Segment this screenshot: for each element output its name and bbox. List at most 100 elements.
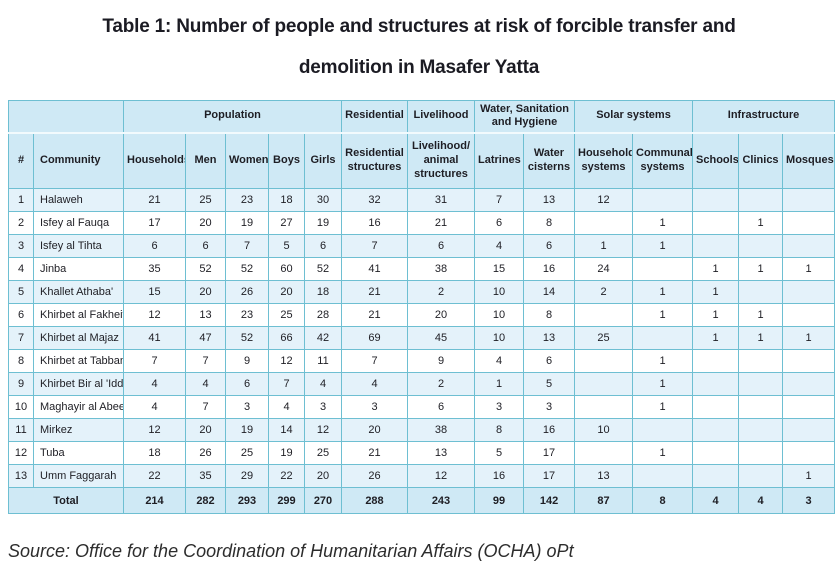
row-number-cell: 6 — [8, 303, 34, 327]
residential-structures-value-cell: 21 — [341, 303, 408, 327]
men-value-cell: 52 — [185, 257, 226, 281]
row-number-cell: 9 — [8, 372, 34, 396]
group-header-blank — [8, 100, 124, 134]
girls-value-cell: 25 — [304, 441, 342, 465]
communal-systems-value-cell — [632, 326, 694, 350]
schools-value-cell — [692, 395, 740, 419]
men-value-cell: 20 — [185, 280, 226, 304]
residential-structures-value-cell: 41 — [341, 257, 408, 281]
household-systems-value-cell: 1 — [574, 234, 634, 258]
clinics-value-cell — [738, 441, 784, 465]
women-value-cell: 9 — [225, 349, 269, 373]
community-name-cell: Isfey al Fauqa — [33, 211, 124, 235]
households-value-cell: 12 — [123, 418, 186, 442]
communal-systems-value-cell — [632, 257, 694, 281]
men-value-cell: 4 — [185, 372, 226, 396]
latrines-value-cell: 15 — [474, 257, 524, 281]
total-households-cell: 214 — [123, 487, 186, 514]
schools-value-cell — [692, 234, 740, 258]
household-systems-value-cell: 24 — [574, 257, 634, 281]
table-title: Table 1: Number of people and structures… — [0, 0, 838, 88]
community-name-cell: Khirbet al Majaz — [33, 326, 124, 350]
households-value-cell: 4 — [123, 372, 186, 396]
clinics-value-cell — [738, 464, 784, 488]
men-value-cell: 47 — [185, 326, 226, 350]
women-value-cell: 19 — [225, 211, 269, 235]
household-systems-value-cell: 12 — [574, 188, 634, 212]
column-header-blank: # — [8, 132, 34, 189]
boys-value-cell: 14 — [268, 418, 305, 442]
schools-value-cell: 1 — [692, 326, 740, 350]
schools-value-cell: 1 — [692, 303, 740, 327]
column-header-row: # Community Households Men Women Boys Girls Res… — [8, 132, 836, 189]
total-communal-systems-cell: 8 — [632, 487, 694, 514]
livelihood-animal-structures-value-cell: 31 — [407, 188, 475, 212]
table-row-jinba: 4 Jinba 35 52 52 60 52 41 38 15 16 24 1 1 1 — [8, 257, 836, 281]
community-name-cell: Khirbet Bir al 'Idd — [33, 372, 124, 396]
men-value-cell: 13 — [185, 303, 226, 327]
men-value-cell: 20 — [185, 418, 226, 442]
table-row-khallet-athaba: 5 Khallet Athaba' 15 20 26 20 18 21 2 10 14 2 1 1 — [8, 280, 836, 304]
residential-structures-value-cell: 4 — [341, 372, 408, 396]
communal-systems-value-cell: 1 — [632, 211, 694, 235]
girls-value-cell: 4 — [304, 372, 342, 396]
men-value-cell: 6 — [185, 234, 226, 258]
total-clinics-cell: 4 — [738, 487, 784, 514]
households-value-cell: 22 — [123, 464, 186, 488]
column-header-schools: Schools — [692, 132, 740, 189]
total-household-systems-cell: 87 — [574, 487, 634, 514]
community-name-cell: Isfey al Tihta — [33, 234, 124, 258]
total-men-cell: 282 — [185, 487, 226, 514]
household-systems-value-cell — [574, 211, 634, 235]
table-footer: Total 214 282 293 299 270 288 243 99 142 87 8 4 4 3 — [8, 487, 836, 514]
men-value-cell: 20 — [185, 211, 226, 235]
column-header-women: Women — [225, 132, 269, 189]
clinics-value-cell: 1 — [738, 303, 784, 327]
column-header-clinics: Clinics — [738, 132, 784, 189]
women-value-cell: 6 — [225, 372, 269, 396]
table-body: 1 Halaweh 21 25 23 18 30 32 31 7 13 12 2 Isfey al Fau… — [8, 188, 836, 488]
men-value-cell: 7 — [185, 349, 226, 373]
water-cisterns-value-cell: 13 — [522, 188, 576, 212]
boys-value-cell: 27 — [268, 211, 305, 235]
latrines-value-cell: 10 — [474, 280, 524, 304]
community-name-cell: Maghayir al Abeed — [33, 395, 124, 419]
women-value-cell: 29 — [225, 464, 269, 488]
group-header-water-sanitation-and-hygiene: Water, Sanitation and Hygiene — [473, 100, 576, 134]
boys-value-cell: 7 — [268, 372, 305, 396]
masafer-yatta-risk-table: Population Residential Livelihood Water, Sa… — [8, 100, 836, 514]
table-row-khirbet-al-majaz: 7 Khirbet al Majaz 41 47 52 66 42 69 45 10 13 25 1 1 1 — [8, 326, 836, 350]
group-header-livelihood: Livelihood — [407, 100, 475, 134]
total-label-cell: Total — [8, 487, 124, 514]
women-value-cell: 52 — [225, 326, 269, 350]
women-value-cell: 7 — [225, 234, 269, 258]
boys-value-cell: 4 — [268, 395, 305, 419]
household-systems-value-cell: 25 — [574, 326, 634, 350]
row-number-cell: 11 — [8, 418, 34, 442]
mosques-value-cell — [782, 372, 836, 396]
residential-structures-value-cell: 21 — [341, 441, 408, 465]
community-name-cell: Khirbet al Fakheit — [33, 303, 124, 327]
girls-value-cell: 19 — [304, 211, 342, 235]
mosques-value-cell — [782, 234, 836, 258]
group-header-residential: Residential — [341, 100, 408, 134]
water-cisterns-value-cell: 3 — [522, 395, 576, 419]
communal-systems-value-cell: 1 — [632, 234, 694, 258]
boys-value-cell: 5 — [268, 234, 305, 258]
community-name-cell: Mirkez — [33, 418, 124, 442]
table-row-isfey-al-tihta: 3 Isfey al Tihta 6 6 7 5 6 7 6 4 6 1 1 — [8, 234, 836, 258]
women-value-cell: 23 — [225, 188, 269, 212]
mosques-value-cell — [782, 441, 836, 465]
communal-systems-value-cell: 1 — [632, 303, 694, 327]
total-women-cell: 293 — [225, 487, 269, 514]
schools-value-cell — [692, 188, 740, 212]
total-girls-cell: 270 — [304, 487, 342, 514]
table-header: Population Residential Livelihood Water, Sa… — [8, 100, 836, 189]
community-name-cell: Khirbet at Tabban — [33, 349, 124, 373]
latrines-value-cell: 5 — [474, 441, 524, 465]
community-name-cell: Khallet Athaba' — [33, 280, 124, 304]
mosques-value-cell — [782, 395, 836, 419]
clinics-value-cell: 1 — [738, 211, 784, 235]
mosques-value-cell: 1 — [782, 464, 836, 488]
water-cisterns-value-cell: 16 — [522, 257, 576, 281]
